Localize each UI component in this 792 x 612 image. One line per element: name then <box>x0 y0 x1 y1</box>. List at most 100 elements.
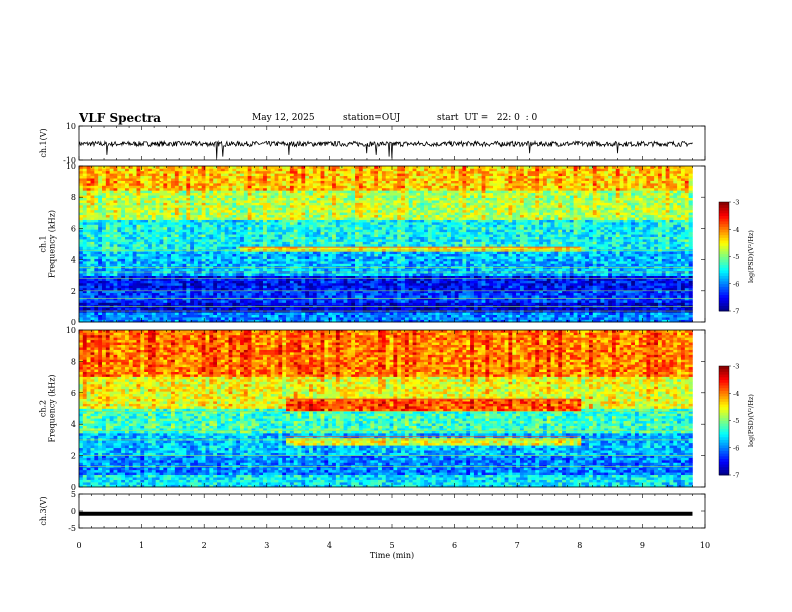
ch1-spec-heat-cell <box>301 229 306 233</box>
ch1-spec-heat-cell <box>263 280 268 284</box>
ch1-spec-heat-cell <box>358 258 364 262</box>
ch1-spec-heat-cell <box>220 168 225 172</box>
ch1-spec-heat-cell <box>128 273 133 276</box>
ch1-spec-heat-cell <box>136 319 141 323</box>
ch1-spec-heat-cell <box>263 258 268 262</box>
ch1-spec-heat-cell <box>309 241 314 245</box>
ch1-spec-heat-cell <box>167 202 172 206</box>
ch1-spec-heat-cell <box>282 202 287 206</box>
ch1-spec-heat-cell <box>240 256 245 259</box>
ch1-spec-heat-cell <box>140 212 145 216</box>
ch1-spec-heat-cell <box>351 317 356 320</box>
ch1-spec-heat-cell <box>167 214 172 218</box>
ch1-spec-heat-cell <box>370 302 375 306</box>
ch1-spec-heat-cell <box>144 263 149 267</box>
ch1-spec-heat-cell <box>263 319 268 323</box>
ch1-spec-heat-cell <box>240 212 245 216</box>
ch1-spec-heat-cell <box>209 180 214 184</box>
ch1-spec-heat-cell <box>121 317 126 320</box>
ch1-spec-heat-cell <box>240 217 245 220</box>
ch1-spec-heat-cell <box>332 295 337 298</box>
ch1-spec-heat-cell <box>278 195 283 198</box>
ch1-spec-heat-cell <box>167 273 172 276</box>
ch1-spec-heat-cell <box>320 185 325 189</box>
ch1-spec-heat-cell <box>332 200 337 203</box>
ch1-spec-heat-cell <box>201 278 206 281</box>
ch1-spec-heat-cell <box>109 263 114 267</box>
ch1-spec-heat-cell <box>312 202 318 206</box>
ch1-spec-heat-cell <box>316 226 321 230</box>
ch1-spec-heat-cell <box>278 236 283 240</box>
ch1-spec-heat-cell <box>343 292 348 296</box>
ch1-spec-heat-cell <box>205 214 210 218</box>
ch1-spec-heat-cell <box>190 202 195 206</box>
ch1-spec-heat-cell <box>174 246 179 250</box>
ch1-spec-heat-cell <box>113 175 118 179</box>
ch1-spec-heat-cell <box>309 187 314 191</box>
ch1-spec-heat-cell <box>240 297 245 301</box>
ch1-spec-heat-cell <box>86 224 91 228</box>
ch1-spec-heat-cell <box>301 241 306 245</box>
ch1-spec-heat-cell <box>355 197 360 201</box>
ch1-spec-heat-cell <box>159 314 164 318</box>
ch1-spec-heat-cell <box>178 234 183 237</box>
ch1-spec-heat-cell <box>309 295 314 298</box>
ch1-spec-heat-cell <box>117 236 122 240</box>
ch1-spec-heat-cell <box>98 314 103 318</box>
ch1-spec-heat-cell <box>121 258 126 262</box>
ch1-spec-heat-cell <box>243 253 248 257</box>
ch1-spec-heat-cell <box>228 278 233 281</box>
ch1-spec-heat-cell <box>274 168 279 172</box>
ch1-spec-heat-cell <box>125 290 130 294</box>
ch1-spec-heat-cell <box>301 173 306 177</box>
ch1-spec-heat-cell <box>167 222 172 225</box>
ch1-spec-heat-cell <box>186 314 191 318</box>
ch1-spec-heat-cell <box>140 263 145 267</box>
ch1-spec-heat-cell <box>347 185 352 189</box>
ch1-spec-heat-cell <box>316 302 321 306</box>
ch1-spec-heat-cell <box>339 190 344 194</box>
ch1-spec-heat-cell <box>79 261 84 264</box>
ch1-spec-heat-cell <box>355 178 360 181</box>
ch1-spec-heat-cell <box>186 214 191 218</box>
ch1-spec-heat-cell <box>343 231 348 235</box>
ch1-spec-heat-cell <box>86 241 91 245</box>
ch1-spec-heat-cell <box>228 317 233 320</box>
ch1-spec-heat-cell <box>286 183 291 186</box>
ch1-spec-heat-cell <box>201 214 206 218</box>
ch1-spec-heat-cell <box>174 229 179 233</box>
ch1-spec-heat-cell <box>236 229 241 233</box>
ch1-spec-heat-cell <box>113 209 118 213</box>
ch1-spec-heat-cell <box>309 202 314 206</box>
ch1-spec-heat-cell <box>136 200 141 203</box>
ch1-spec-heat-cell <box>297 175 302 179</box>
ch1-spec-heat-cell <box>86 312 91 315</box>
ch1-spec-heat-cell <box>274 173 279 177</box>
ch1-spec-heat-cell <box>274 170 279 174</box>
ch1-spec-heat-cell <box>339 236 344 240</box>
ch1-spec-heat-cell <box>247 219 252 223</box>
ch1-spec-heat-cell <box>247 234 252 237</box>
ch1-spec-heat-cell <box>197 290 202 294</box>
ch1-spec-heat-cell <box>236 185 241 189</box>
ch1-spec-heat-cell <box>224 278 229 281</box>
ch1-spec-heat-cell <box>132 263 137 267</box>
ch1-spec-heat-cell <box>301 192 306 196</box>
ch1-spec-heat-cell <box>343 205 348 208</box>
ch1-spec-heat-cell <box>182 302 187 306</box>
ch1-spec-heat-cell <box>155 195 160 198</box>
ch1-spec-heat-cell <box>86 212 91 216</box>
ch1-spec-heat-cell <box>324 253 329 257</box>
ch1-spec-heat-cell <box>213 275 218 279</box>
ch1-spec-heat-cell <box>328 278 333 281</box>
ch1-spec-heat-cell <box>255 319 260 323</box>
ch1-spec-heat-cell <box>263 241 268 245</box>
ch1-spec-heat-cell <box>132 241 137 245</box>
ch1-spec-heat-cell <box>128 207 133 211</box>
ch1-spec-heat-cell <box>194 246 199 250</box>
ch1-spec-heat-cell <box>286 170 291 174</box>
ch1-spec-heat-cell <box>247 224 252 228</box>
ch1-spec-heat-cell <box>332 307 337 311</box>
ch1-spec-heat-cell <box>102 251 107 255</box>
ch1-spec-heat-cell <box>232 217 237 220</box>
